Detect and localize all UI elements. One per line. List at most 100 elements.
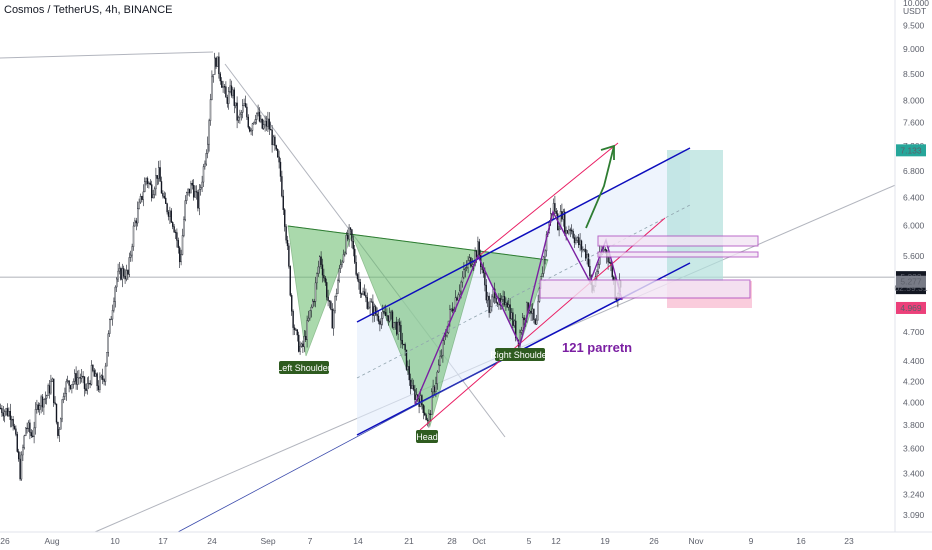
candle-body bbox=[34, 409, 37, 429]
candle-body bbox=[461, 276, 464, 283]
candle-body bbox=[342, 254, 345, 263]
candle-body bbox=[393, 322, 395, 328]
candle-body bbox=[68, 380, 70, 386]
candle-body bbox=[358, 278, 360, 283]
candle-body bbox=[246, 106, 248, 118]
candle-body bbox=[72, 381, 75, 385]
candle-body bbox=[227, 91, 230, 104]
candle-body bbox=[316, 273, 318, 284]
candle-body bbox=[401, 340, 403, 345]
price-tick-label: 3.600 bbox=[903, 443, 925, 453]
candle-body bbox=[468, 257, 471, 261]
chart-title: Cosmos / TetherUS, 4h, BINANCE bbox=[4, 4, 173, 16]
candle-body bbox=[153, 188, 156, 196]
candle-body bbox=[222, 86, 224, 88]
candle-body bbox=[411, 385, 413, 389]
candle-body bbox=[149, 182, 152, 185]
candle-body bbox=[489, 306, 492, 313]
candle-body bbox=[167, 211, 170, 217]
candle-body bbox=[349, 227, 352, 230]
candle-body bbox=[22, 447, 24, 456]
candle-body bbox=[260, 118, 262, 122]
candle-body bbox=[565, 230, 567, 234]
candle-body bbox=[390, 311, 392, 313]
candle-body bbox=[569, 229, 571, 231]
candle-body bbox=[365, 294, 367, 298]
candle-body bbox=[562, 211, 564, 220]
candle-body bbox=[169, 210, 171, 217]
candle-body bbox=[125, 270, 128, 280]
candle-body bbox=[127, 270, 129, 275]
candle-body bbox=[23, 435, 25, 448]
candle-body bbox=[5, 408, 7, 412]
candle-body bbox=[55, 403, 58, 423]
candle-body bbox=[92, 365, 94, 371]
candle-body bbox=[361, 293, 363, 295]
candle-body bbox=[25, 427, 27, 436]
pattern-label: Left Shoulder bbox=[277, 363, 331, 373]
candle-body bbox=[205, 153, 208, 165]
candle-body bbox=[47, 385, 49, 396]
profit-zone bbox=[667, 150, 723, 281]
candle-body bbox=[376, 314, 378, 317]
candle-body bbox=[1, 408, 3, 414]
candle-body bbox=[292, 310, 294, 328]
candle-body bbox=[62, 396, 65, 401]
candle-body bbox=[86, 383, 89, 391]
candle-body bbox=[359, 281, 361, 294]
price-axis[interactable]: 10.0009.5009.0008.5008.0007.6007.2006.80… bbox=[894, 0, 932, 550]
candle-body bbox=[328, 300, 331, 302]
candle-body bbox=[104, 365, 107, 382]
supply-zone bbox=[597, 235, 759, 247]
time-tick-label: 9 bbox=[749, 536, 754, 546]
candle-body bbox=[571, 229, 573, 232]
candle-body bbox=[391, 311, 394, 328]
candle-body bbox=[327, 296, 329, 301]
pattern-label-bg bbox=[495, 348, 545, 361]
candle-body bbox=[51, 378, 53, 382]
candle-body bbox=[466, 267, 468, 269]
neckline bbox=[287, 225, 549, 261]
time-axis[interactable]: 26 Aug 10 17 24 Sep 7 14 21 28 Oct 5 12 19 26 Nov 9 16 23 bbox=[0, 531, 932, 546]
candle-body bbox=[232, 89, 234, 96]
candle-body bbox=[464, 268, 466, 270]
candle-body bbox=[398, 321, 401, 326]
stop-price-tag: 4.969 bbox=[900, 303, 922, 313]
candle-body bbox=[26, 427, 28, 429]
candle-body bbox=[177, 240, 180, 248]
time-tick-label: 26 bbox=[0, 536, 10, 546]
head-and-shoulders-pattern bbox=[287, 225, 549, 428]
price-pane[interactable] bbox=[0, 51, 901, 533]
candle-body bbox=[198, 189, 201, 209]
candle-body bbox=[566, 230, 569, 234]
candle-body bbox=[54, 402, 56, 405]
candle-body bbox=[9, 411, 12, 420]
candle-body bbox=[16, 434, 18, 452]
target-price-tag-bg bbox=[896, 144, 926, 157]
candle-body bbox=[487, 295, 489, 301]
candle-body bbox=[234, 102, 237, 106]
candle-body bbox=[300, 343, 303, 347]
candle-body bbox=[138, 201, 140, 209]
candle-body bbox=[139, 196, 142, 203]
candle-body bbox=[354, 248, 356, 263]
candle-body bbox=[281, 176, 283, 197]
candle-body bbox=[428, 413, 430, 421]
candle-body bbox=[247, 116, 250, 128]
candle-body bbox=[534, 319, 536, 325]
candle-body bbox=[456, 297, 458, 301]
candle-body bbox=[220, 80, 223, 88]
candle-body bbox=[596, 271, 598, 277]
candle-body bbox=[46, 395, 48, 399]
candle-body bbox=[608, 261, 611, 264]
candle-body bbox=[166, 203, 168, 213]
candle-body bbox=[450, 308, 452, 310]
candle-body bbox=[66, 380, 69, 382]
candle-body bbox=[107, 333, 110, 353]
candle-body bbox=[279, 161, 282, 177]
annotation-121-pattern: 121 parretn bbox=[562, 340, 632, 355]
candle-body bbox=[251, 123, 254, 131]
candle-body bbox=[216, 56, 219, 67]
candle-body bbox=[352, 240, 354, 250]
